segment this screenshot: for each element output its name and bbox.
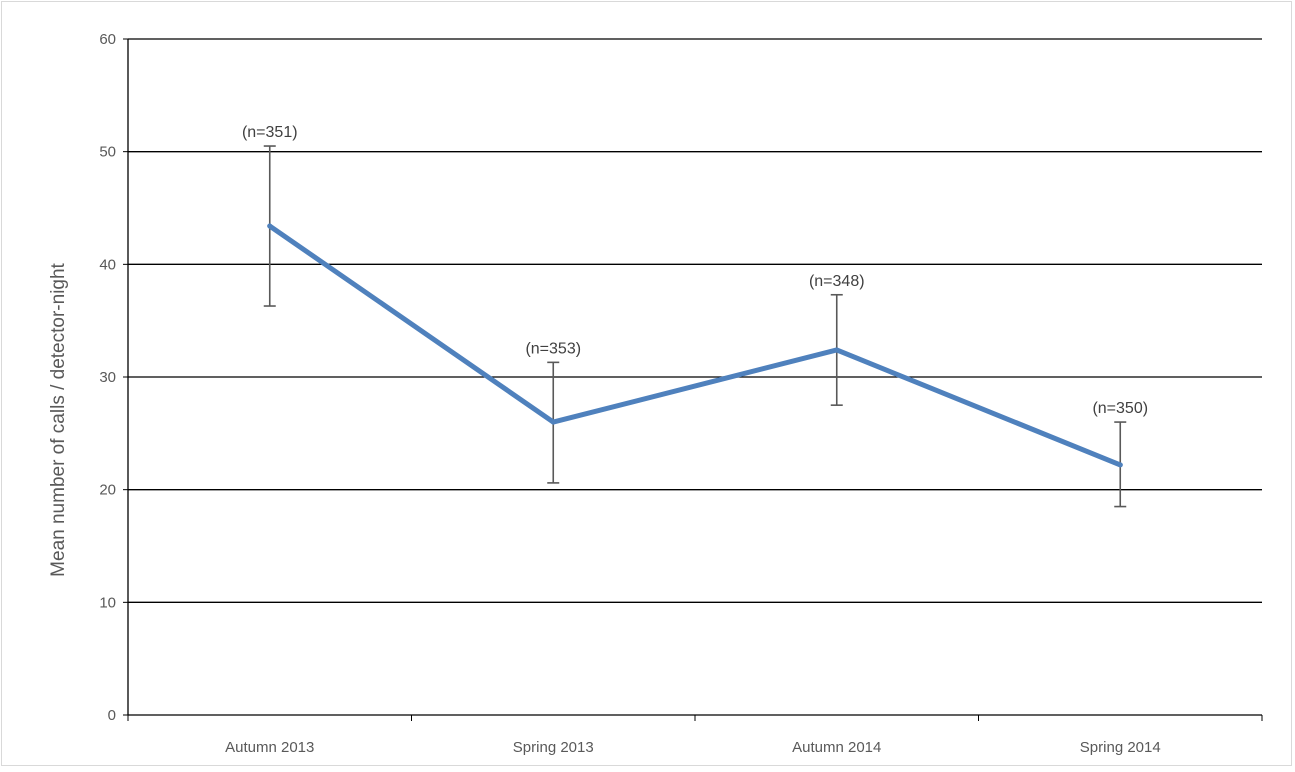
- data-point: [1117, 462, 1123, 468]
- x-tick-label: Spring 2014: [1080, 739, 1161, 756]
- sample-size-labels: (n=351) (n=353) (n=348) (n=350): [242, 124, 1148, 417]
- y-tick-label: 0: [108, 707, 116, 724]
- data-point: [267, 223, 273, 229]
- y-tick-label: 50: [99, 144, 116, 161]
- sample-size-label: (n=350): [1092, 400, 1148, 417]
- x-tick-label: Autumn 2014: [792, 739, 881, 756]
- sample-size-label: (n=348): [809, 273, 865, 290]
- y-tick-label: 60: [99, 31, 116, 48]
- sample-size-label: (n=351): [242, 124, 298, 141]
- series-line: [267, 223, 1123, 468]
- x-tick-label: Autumn 2013: [225, 739, 314, 756]
- x-tick-label: Spring 2013: [513, 739, 594, 756]
- data-point: [550, 419, 556, 425]
- gridlines: [128, 38, 1262, 603]
- x-tick-labels: Autumn 2013 Spring 2013 Autumn 2014 Spring …: [225, 739, 1161, 756]
- y-tick-label: 30: [99, 369, 116, 386]
- y-tick-labels: 0 10 20 30 40 50 60: [99, 31, 116, 724]
- data-point: [834, 347, 840, 353]
- y-tick-label: 10: [99, 594, 116, 611]
- sample-size-label: (n=353): [525, 340, 581, 357]
- y-axis-title: Mean number of calls / detector-night: [48, 262, 69, 576]
- y-tick-label: 20: [99, 482, 116, 499]
- series-polyline: [267, 223, 1123, 468]
- error-bars: [263, 145, 1127, 508]
- y-tick-label: 40: [99, 256, 116, 273]
- axes: [123, 38, 1263, 721]
